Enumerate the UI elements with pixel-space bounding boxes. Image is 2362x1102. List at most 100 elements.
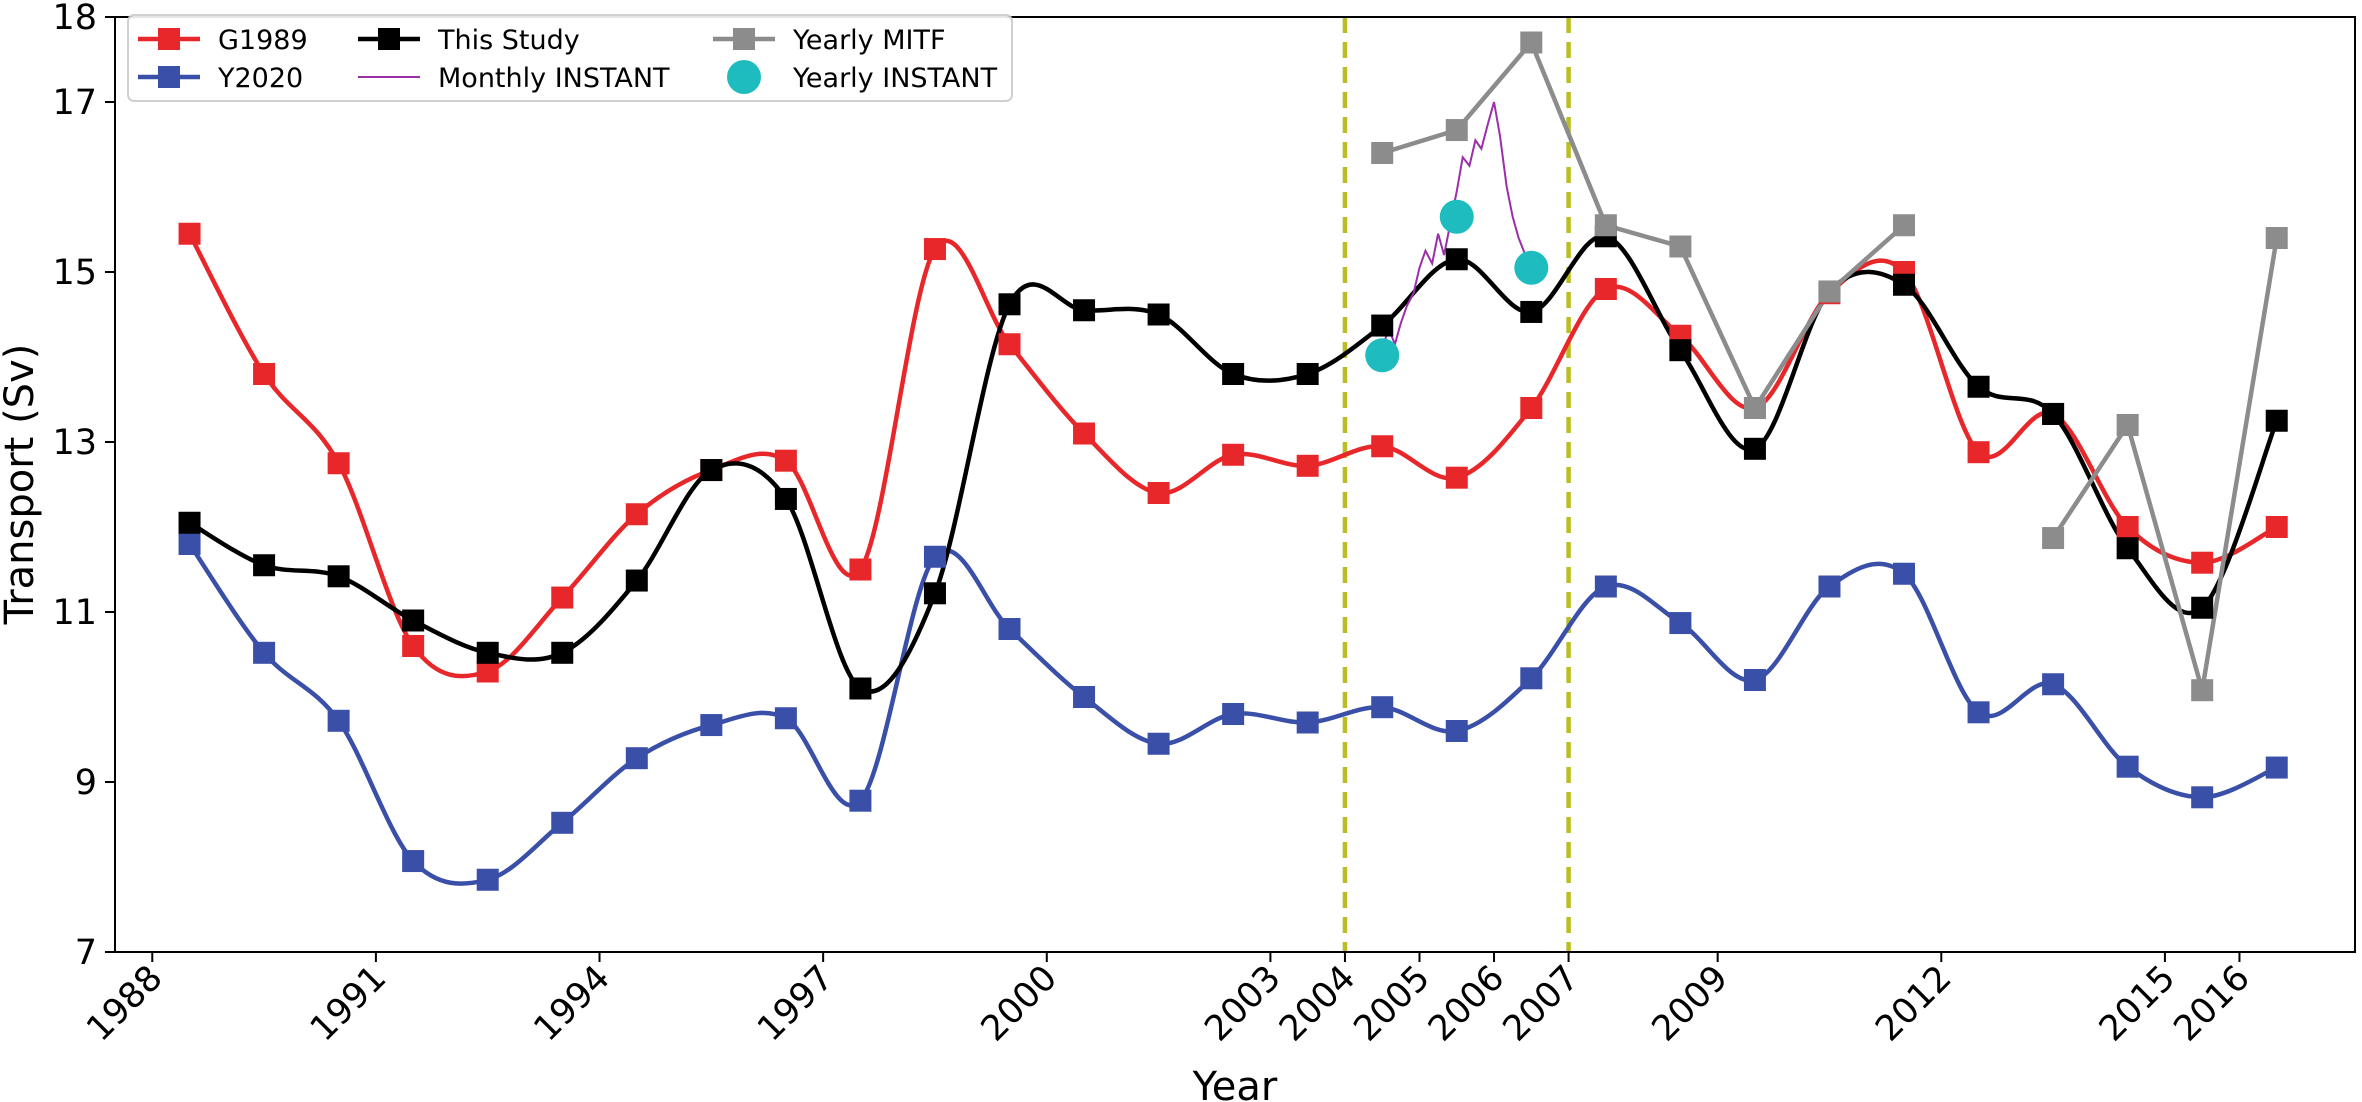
yearly-mitf-point-2-3 [2191, 679, 2214, 702]
g1989-point-1 [178, 222, 201, 245]
y2020-point-2 [253, 641, 276, 664]
this-study-point-19 [1520, 300, 1543, 323]
yearly-mitf-point-1-8 [1893, 214, 1916, 237]
this-study-point-13 [1073, 299, 1096, 322]
g1989-point-28 [2191, 551, 2214, 574]
y-tick-label-7: 18 [52, 0, 97, 38]
legend-g1989-label: G1989 [218, 25, 308, 56]
y-tick-label-4: 13 [52, 423, 97, 463]
yearly-mitf-point-1-1 [1371, 142, 1394, 164]
y2020-point-1 [178, 533, 201, 555]
y2020-point-8 [700, 714, 723, 737]
y2020-point-17 [1371, 696, 1394, 719]
g1989-point-27 [2116, 516, 2139, 538]
g1989-point-10 [849, 558, 872, 581]
this-study-point-29 [2265, 409, 2288, 432]
legend-yearly-mitf-marker [733, 28, 755, 50]
y2020-point-21 [1669, 612, 1692, 635]
this-study-point-22 [1743, 437, 1766, 460]
legend: G1989 Y2020 This Study Monthly INSTANT Yearl… [127, 14, 1013, 102]
legend-y2020-marker [158, 66, 180, 88]
this-study-point-3 [327, 565, 350, 588]
y-tick-label-3: 11 [52, 593, 97, 633]
yearly-mitf-line-1 [1381, 38, 1906, 413]
y2020-point-26 [2042, 673, 2065, 696]
legend-this-study-marker [378, 28, 400, 50]
y2020-point-25 [1967, 701, 1990, 724]
reference-lines [1342, 17, 1571, 952]
y2020-point-11 [923, 545, 946, 568]
yearly-mitf-point-2-1 [2042, 527, 2065, 550]
y2020-point-5 [476, 868, 499, 891]
g1989-point-25 [1967, 441, 1990, 464]
g1989-point-17 [1371, 435, 1394, 458]
yearly-mitf-point-2-2 [2116, 414, 2139, 436]
yearly-instant-point-1 [1365, 338, 1400, 373]
legend-this-study-label: This Study [437, 25, 580, 56]
y-tick-label-2: 9 [75, 763, 97, 803]
this-study-point-9 [774, 487, 797, 510]
g1989-point-12 [998, 333, 1021, 356]
y-tick-label-1: 7 [75, 933, 97, 973]
g1989-point-11 [923, 238, 946, 261]
this-study-point-28 [2191, 596, 2214, 619]
g1989-point-15 [1222, 443, 1245, 466]
y2020-point-23 [1818, 575, 1841, 598]
y2020-point-13 [1073, 686, 1096, 708]
y2020-point-14 [1147, 732, 1170, 755]
g1989-point-2 [253, 363, 276, 385]
y2020-point-15 [1222, 703, 1245, 725]
this-study-point-5 [476, 641, 499, 664]
this-study-point-18 [1445, 248, 1468, 271]
legend-yearly-instant-label: Yearly INSTANT [792, 63, 998, 94]
this-study-point-7 [625, 569, 648, 592]
this-study-point-8 [700, 459, 723, 482]
data-markers [178, 31, 2288, 891]
g1989-point-7 [625, 503, 648, 526]
g1989-point-18 [1445, 466, 1468, 489]
this-study-point-26 [2042, 402, 2065, 425]
this-study-point-24 [1893, 273, 1916, 296]
this-study-point-1 [178, 511, 201, 534]
g1989-point-6 [551, 586, 574, 609]
y2020-point-28 [2191, 786, 2214, 809]
this-study-line [188, 234, 2279, 694]
this-study-point-14 [1147, 303, 1170, 326]
legend-g1989-marker [158, 28, 180, 50]
g1989-point-4 [402, 635, 425, 657]
y2020-point-19 [1520, 667, 1543, 690]
data-series [187, 38, 2279, 886]
yearly-instant-point-3 [1514, 250, 1549, 285]
this-study-point-17 [1371, 314, 1394, 337]
yearly-mitf-point-1-5 [1669, 235, 1692, 258]
this-study-point-12 [998, 293, 1021, 316]
y2020-point-4 [402, 850, 425, 873]
y2020-point-6 [551, 811, 574, 834]
this-study-point-15 [1222, 363, 1245, 385]
g1989-point-29 [2265, 516, 2288, 538]
legend-y2020-label: Y2020 [217, 63, 303, 94]
legend-monthly-instant-label: Monthly INSTANT [438, 63, 670, 94]
g1989-point-19 [1520, 397, 1543, 419]
yearly-mitf-point-1-7 [1818, 280, 1841, 303]
this-study-point-27 [2116, 537, 2139, 560]
y2020-point-22 [1743, 669, 1766, 691]
this-study-point-4 [402, 609, 425, 632]
y2020-line [187, 542, 2278, 886]
g1989-point-5 [476, 660, 499, 683]
g1989-point-14 [1147, 482, 1170, 504]
this-study-point-25 [1967, 375, 1990, 398]
yearly-instant-point-2 [1439, 199, 1474, 234]
g1989-point-20 [1594, 278, 1617, 300]
x-axis-title: Year [1192, 1064, 1278, 1102]
y-tick-label-5: 15 [52, 253, 97, 293]
g1989-point-9 [774, 449, 797, 472]
yearly-mitf-point-2-4 [2265, 227, 2288, 249]
g1989-point-3 [327, 452, 350, 475]
legend-yearly-mitf-label: Yearly MITF [792, 25, 946, 56]
y2020-point-12 [998, 618, 1021, 640]
y2020-point-29 [2265, 756, 2288, 779]
y2020-point-24 [1893, 562, 1916, 585]
